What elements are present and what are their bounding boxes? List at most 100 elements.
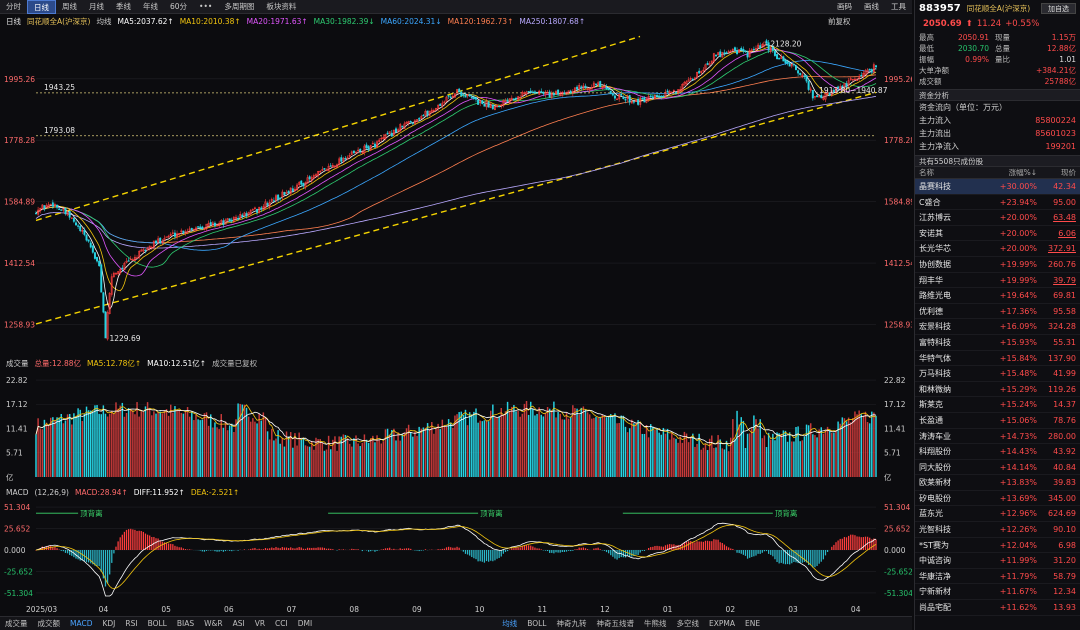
period-tab[interactable]: 多周期图 (224, 1, 255, 11)
period-tab[interactable]: 板块资料 (266, 1, 297, 11)
overlay-tab[interactable]: 神奇九转 (556, 618, 587, 628)
constituent-row[interactable]: 富特科技 +15.93% 55.31 (915, 335, 1080, 351)
macd-histogram-bar (544, 550, 547, 551)
constituent-list-header[interactable]: 名称 涨幅%↓ 现价 (915, 167, 1080, 179)
constituent-row[interactable]: 长光华芯 +20.00% 372.91 (915, 241, 1080, 257)
stock-price: 6.98 (1058, 540, 1076, 550)
indicator-tab[interactable]: W&R (204, 618, 223, 628)
overlay-tab[interactable]: EXPMA (708, 618, 735, 628)
toolbar-tool-button[interactable]: 工具 (891, 1, 906, 11)
constituent-row[interactable]: 科翔股份 +14.43% 43.92 (915, 444, 1080, 460)
indicator-tab[interactable]: BOLL (147, 618, 167, 628)
constituent-row[interactable]: 宁新新材 +11.67% 12.34 (915, 584, 1080, 601)
macd-histogram-bar (130, 528, 132, 550)
toolbar-tool-button[interactable]: 画码 (837, 1, 852, 11)
volume-bar (548, 408, 551, 477)
candlestick-chart[interactable]: 1995.26 1995.26 1778.28 1778.28 1584.89 1584.… (0, 28, 912, 356)
indicator-tab[interactable]: ASI (232, 618, 245, 628)
col-name[interactable]: 名称 (919, 168, 934, 177)
constituent-row[interactable]: *ST赛为 +12.04% 6.98 (915, 538, 1080, 554)
period-tab[interactable]: 季线 (116, 1, 131, 11)
macd-histogram-bar (839, 538, 841, 550)
period-tab[interactable]: 分时 (6, 1, 21, 11)
col-price[interactable]: 现价 (1061, 168, 1076, 177)
volume-tick-right: 亿 (884, 472, 892, 482)
constituent-row[interactable]: 尚品宅配 +11.62% 13.93 (915, 600, 1080, 616)
macd-histogram-bar (115, 546, 117, 550)
candle-body (786, 61, 789, 64)
candle-body (573, 87, 576, 91)
constituent-row[interactable]: 晶赛科技 +30.00% 42.34 (915, 179, 1080, 195)
constituent-row[interactable]: 斯莱克 +15.24% 14.37 (915, 397, 1080, 413)
volume-title[interactable]: 成交量 (6, 358, 29, 368)
constituent-row[interactable]: 江苏博云 +20.00% 63.48 (915, 210, 1080, 226)
volume-bar (397, 432, 399, 477)
period-tab[interactable]: 60分 (170, 1, 188, 11)
indicator-tab[interactable]: RSI (125, 618, 138, 628)
indicator-tab[interactable]: VR (254, 618, 266, 628)
macd-title[interactable]: MACD (6, 487, 29, 497)
constituent-row[interactable]: 涛涛车业 +14.73% 280.00 (915, 429, 1080, 445)
indicator-tab[interactable]: MACD (70, 618, 93, 628)
constituent-row[interactable]: 华康洁净 +11.79% 58.79 (915, 569, 1080, 585)
period-tab[interactable]: 年线 (143, 1, 158, 11)
candle-body (519, 96, 522, 99)
indicator-tab[interactable]: DMI (297, 618, 313, 628)
constituent-row[interactable]: 宏景科技 +16.09% 324.28 (915, 319, 1080, 335)
candle-body (39, 207, 42, 212)
constituent-row[interactable]: 协创数据 +19.99% 260.76 (915, 257, 1080, 273)
ma20-label: MA20:1971.63↑ (246, 16, 308, 26)
constituent-row[interactable]: 路维光电 +19.64% 69.81 (915, 288, 1080, 304)
indicator-tab[interactable]: KDJ (102, 618, 116, 628)
overlay-tab[interactable]: 牛熊线 (643, 618, 667, 628)
add-favorite-button[interactable]: 加自选 (1041, 2, 1076, 14)
fund-analysis-title[interactable]: 资金分析 (915, 89, 1080, 101)
period-tab[interactable]: 日线 (27, 0, 56, 14)
constituent-row[interactable]: C盛合 +23.94% 95.00 (915, 195, 1080, 211)
period-tab[interactable]: 月线 (89, 1, 104, 11)
indicator-tab[interactable]: BIAS (176, 618, 195, 628)
overlay-tab[interactable]: 神奇五线谱 (596, 618, 634, 628)
constituent-row[interactable]: 长盈通 +15.06% 78.76 (915, 413, 1080, 429)
constituent-row[interactable]: 中诚咨询 +11.99% 31.20 (915, 553, 1080, 569)
overlay-tab[interactable]: ENE (745, 618, 761, 628)
constituent-row[interactable]: 同大股份 +14.14% 40.84 (915, 460, 1080, 476)
constituent-row[interactable]: 翔丰华 +19.99% 39.79 (915, 273, 1080, 289)
indicator-tab[interactable]: 成交额 (37, 618, 61, 628)
constituent-row[interactable]: 欧莱新材 +13.83% 39.83 (915, 475, 1080, 491)
constituent-row[interactable]: 优利德 +17.36% 95.58 (915, 304, 1080, 320)
volume-chart[interactable]: 22.82 22.82 17.12 17.12 11.41 11.41 5.71 5.71 亿 亿 (0, 369, 912, 484)
candle-body (628, 95, 631, 103)
volume-bar (401, 433, 404, 477)
macd-histogram-bar (616, 550, 618, 560)
overlay-tab[interactable]: 多空线 (676, 618, 699, 628)
candle-body (253, 207, 256, 209)
macd-histogram-bar (492, 550, 494, 562)
indicator-tab[interactable]: CCI (275, 618, 288, 628)
overlay-tab[interactable]: 均线 (502, 618, 518, 628)
overlay-tab[interactable]: BOLL (527, 618, 547, 628)
constituent-row[interactable]: 安诺其 +20.00% 6.06 (915, 226, 1080, 242)
candle-body (858, 76, 861, 79)
indicator-tab[interactable]: 成交量 (5, 618, 28, 628)
adjust-button[interactable]: 前复权 (828, 17, 851, 26)
candle-body (51, 202, 54, 207)
period-tab[interactable]: ••• (199, 1, 213, 11)
macd-histogram-bar (715, 539, 717, 550)
period-tab[interactable]: 周线 (62, 1, 77, 11)
macd-tick-right: 25.652 (884, 525, 910, 534)
constituent-row[interactable]: 蓝东光 +12.96% 624.69 (915, 506, 1080, 523)
toolbar-tool-button[interactable]: 画线 (864, 1, 879, 11)
constituent-row[interactable]: 矽电股份 +13.69% 345.00 (915, 491, 1080, 507)
volume-bar (313, 449, 315, 477)
constituent-row[interactable]: 万马科技 +15.48% 41.99 (915, 366, 1080, 382)
macd-histogram-bar (119, 537, 121, 550)
col-change[interactable]: 涨幅%↓ (1008, 168, 1037, 177)
macd-histogram-bar (702, 541, 704, 550)
ma-mode[interactable]: 均线 (96, 16, 112, 26)
volume-bar (852, 417, 854, 477)
constituent-row[interactable]: 和林微纳 +15.29% 119.26 (915, 382, 1080, 398)
constituent-row[interactable]: 光智科技 +12.26% 90.10 (915, 522, 1080, 538)
macd-chart[interactable]: 51.304 51.304 25.652 25.652 0.000 0.000 -25.65… (0, 498, 912, 615)
constituent-row[interactable]: 华特气体 +15.84% 137.90 (915, 351, 1080, 367)
